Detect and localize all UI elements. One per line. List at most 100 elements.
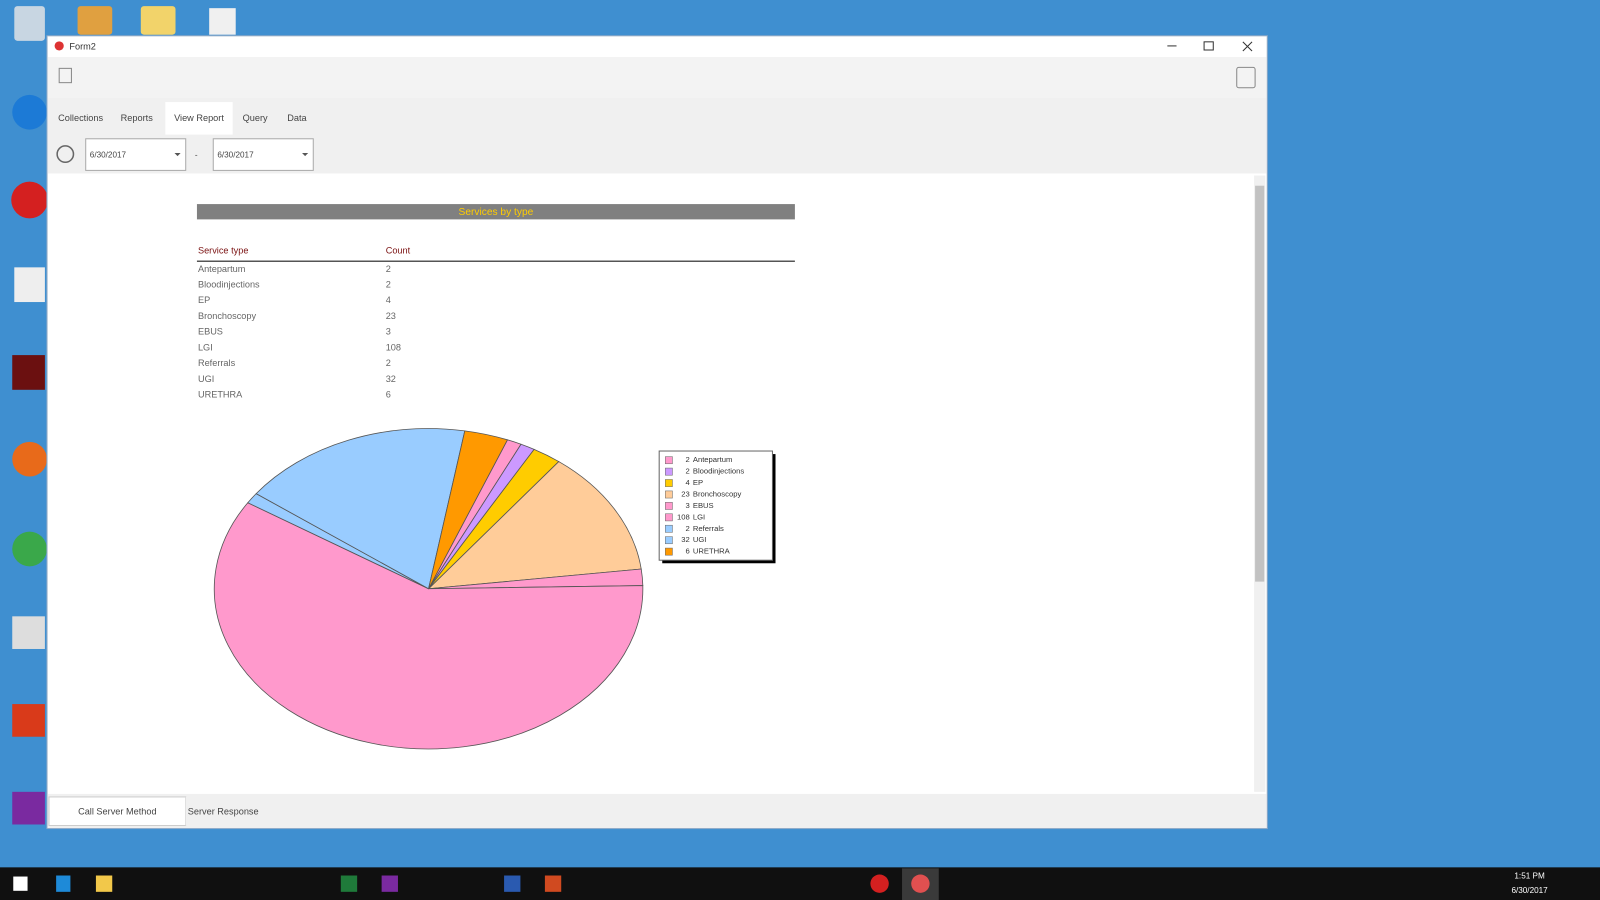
- pie-slice: [428, 430, 509, 589]
- taskbar-app[interactable]: [95, 875, 113, 892]
- icon[interactable]: [14, 6, 45, 41]
- icon[interactable]: [11, 181, 48, 219]
- tab[interactable]: [53, 102, 109, 135]
- table-cell: 4: [386, 295, 391, 305]
- legend-swatch: [665, 547, 673, 556]
- date-from-text: 6/30/2017: [90, 150, 127, 159]
- pie-slice: [213, 502, 644, 750]
- title-bar: [47, 36, 1267, 58]
- tab-label: Server Response: [188, 807, 259, 817]
- legend-label: EBUS: [693, 501, 714, 510]
- close-button[interactable]: [1242, 41, 1253, 52]
- table-cell: Bronchoscopy: [198, 311, 257, 321]
- table-cell: EP: [198, 295, 210, 305]
- taskbar-app[interactable]: [56, 875, 71, 892]
- taskbar-app[interactable]: [504, 875, 521, 892]
- tab-label: Data: [287, 113, 307, 123]
- icon[interactable]: [209, 8, 236, 35]
- taskbar-app[interactable]: [911, 874, 930, 893]
- icon[interactable]: [12, 441, 47, 477]
- window-title: Form2: [69, 41, 96, 51]
- legend-label: Antepartum: [693, 455, 733, 464]
- legend-label: 2: [686, 467, 690, 476]
- table-cell: Antepartum: [198, 264, 246, 274]
- clock-date: 6/30/2017: [1511, 886, 1548, 895]
- tab-label: View Report: [174, 113, 224, 123]
- icon[interactable]: [12, 355, 45, 390]
- tab[interactable]: [279, 102, 315, 135]
- date-to-text: 6/30/2017: [217, 150, 254, 159]
- legend-label: 3: [686, 501, 690, 510]
- pie-slice: [427, 461, 642, 590]
- table-cell: 3: [386, 327, 391, 337]
- taskbar-app[interactable]: [870, 874, 889, 893]
- legend-swatch: [665, 536, 673, 545]
- bottom-tabs: Call Server Method Server Response: [48, 796, 268, 827]
- table-cell: EBUS: [198, 327, 223, 337]
- tab[interactable]: [112, 102, 162, 135]
- date-from[interactable]: [85, 138, 187, 171]
- table-cell: 23: [386, 311, 396, 321]
- legend-label: LGI: [693, 512, 705, 521]
- report-area: [47, 173, 1267, 794]
- taskbar-app[interactable]: [544, 875, 562, 892]
- tab-label: Reports: [121, 113, 154, 123]
- legend-swatch: [665, 467, 673, 476]
- table-cell: 2: [386, 358, 391, 368]
- table-cell: LGI: [198, 342, 213, 352]
- taskbar-app[interactable]: [340, 875, 358, 892]
- toolbar-icon[interactable]: [58, 67, 72, 84]
- legend-swatch: [665, 524, 673, 533]
- tab[interactable]: [185, 796, 268, 826]
- legend-swatch: [665, 513, 673, 522]
- legend-label: 6: [686, 547, 690, 556]
- icon[interactable]: [12, 791, 45, 825]
- icon[interactable]: [12, 616, 45, 649]
- icon[interactable]: [12, 94, 47, 130]
- taskbar-app[interactable]: [381, 875, 398, 892]
- table-cell: 2: [386, 264, 391, 274]
- date-to[interactable]: [212, 138, 314, 171]
- legend-swatch: [665, 490, 673, 499]
- icon[interactable]: [140, 6, 176, 35]
- exit-button[interactable]: [1236, 66, 1256, 89]
- legend-label: 4: [686, 478, 691, 487]
- tab-label: Collections: [58, 113, 103, 123]
- toolbar: [47, 57, 1267, 98]
- clock-time: 1:51 PM: [1514, 872, 1545, 881]
- icon[interactable]: [12, 531, 47, 567]
- tab-label: Query: [243, 113, 268, 123]
- legend-label: 2: [686, 524, 690, 533]
- pie-slice: [255, 428, 466, 590]
- legend-swatch: [665, 479, 673, 487]
- legend-label: UGI: [693, 535, 707, 544]
- legend-label: Bronchoscopy: [693, 490, 742, 499]
- refresh-button[interactable]: [56, 145, 75, 164]
- tab-label: Call Server Method: [78, 807, 157, 817]
- report-title-bar: [196, 204, 795, 220]
- tab[interactable]: [234, 102, 276, 135]
- taskbar-apps: [56, 868, 939, 900]
- tab[interactable]: [165, 102, 233, 135]
- tab-bar: Collections Reports View Report Query Data: [53, 102, 315, 135]
- legend-label: Bloodinjections: [693, 467, 745, 476]
- taskbar: [0, 867, 1600, 900]
- maximize-button[interactable]: [1203, 41, 1214, 51]
- app-icon: [54, 41, 64, 51]
- legend-label: Referrals: [693, 524, 724, 533]
- scrollbar-thumb[interactable]: [1255, 185, 1265, 582]
- icon[interactable]: [14, 267, 45, 303]
- tab[interactable]: [48, 796, 187, 827]
- legend-label: 23: [681, 490, 690, 499]
- table-cell: UGI: [198, 374, 214, 384]
- start-button[interactable]: [13, 876, 28, 891]
- table-cell: Bloodinjections: [198, 280, 260, 290]
- icon[interactable]: [77, 6, 113, 35]
- legend: [658, 450, 773, 561]
- icon[interactable]: [12, 704, 45, 737]
- report-title: Services by type: [459, 207, 534, 218]
- legend-label: 2: [686, 455, 690, 464]
- pie-chart: [213, 428, 644, 750]
